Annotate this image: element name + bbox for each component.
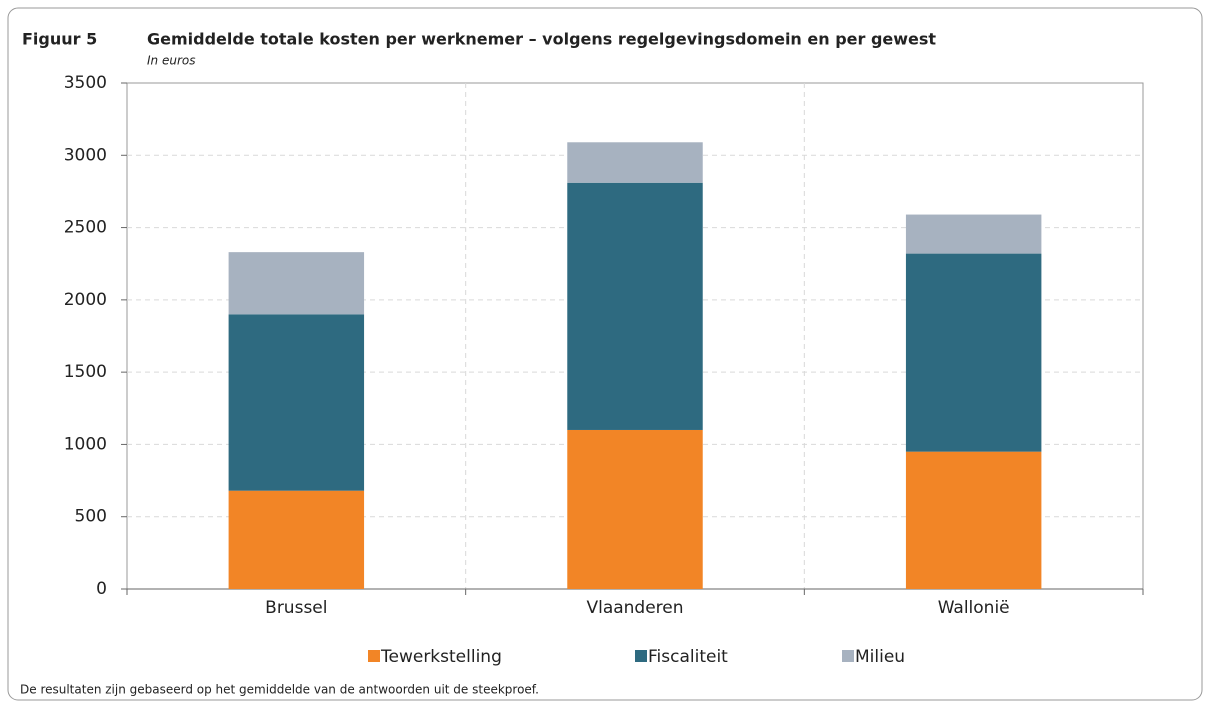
legend-swatch [368,650,380,662]
bar-segment [228,314,365,491]
x-tick-label: Brussel [265,598,327,618]
frame [7,7,1203,701]
y-tick-label: 2000 [64,290,107,310]
legend-swatch [842,650,854,662]
x-tick-label: Wallonië [938,598,1010,618]
chart-title: Gemiddelde totale kosten per werknemer –… [147,30,936,49]
legend-label: Fiscaliteit [648,647,728,667]
y-tick-label: 0 [96,579,107,599]
bar-segment [905,214,1042,254]
chart-subtitle: In euros [147,54,195,68]
y-tick-label: 3500 [64,73,107,93]
bar-segment [905,253,1042,452]
bar-segment [567,142,703,183]
legend-label: Milieu [855,647,905,667]
figure-label: Figuur 5 [22,30,97,49]
bar-segment [567,429,703,589]
footnote: De resultaten zijn gebaseerd op het gemi… [20,683,539,697]
legend-label: Tewerkstelling [380,647,502,667]
x-tick-label: Vlaanderen [586,598,683,618]
bar-segment [567,182,703,430]
y-tick-label: 1500 [64,362,107,382]
bar-segment [228,252,365,315]
y-tick-label: 1000 [64,434,107,454]
bar-segment [228,490,365,589]
legend-swatch [635,650,647,662]
bar-segment [905,451,1042,589]
y-tick-label: 3000 [64,145,107,165]
y-tick-label: 2500 [64,218,107,238]
y-tick-label: 500 [75,507,107,527]
